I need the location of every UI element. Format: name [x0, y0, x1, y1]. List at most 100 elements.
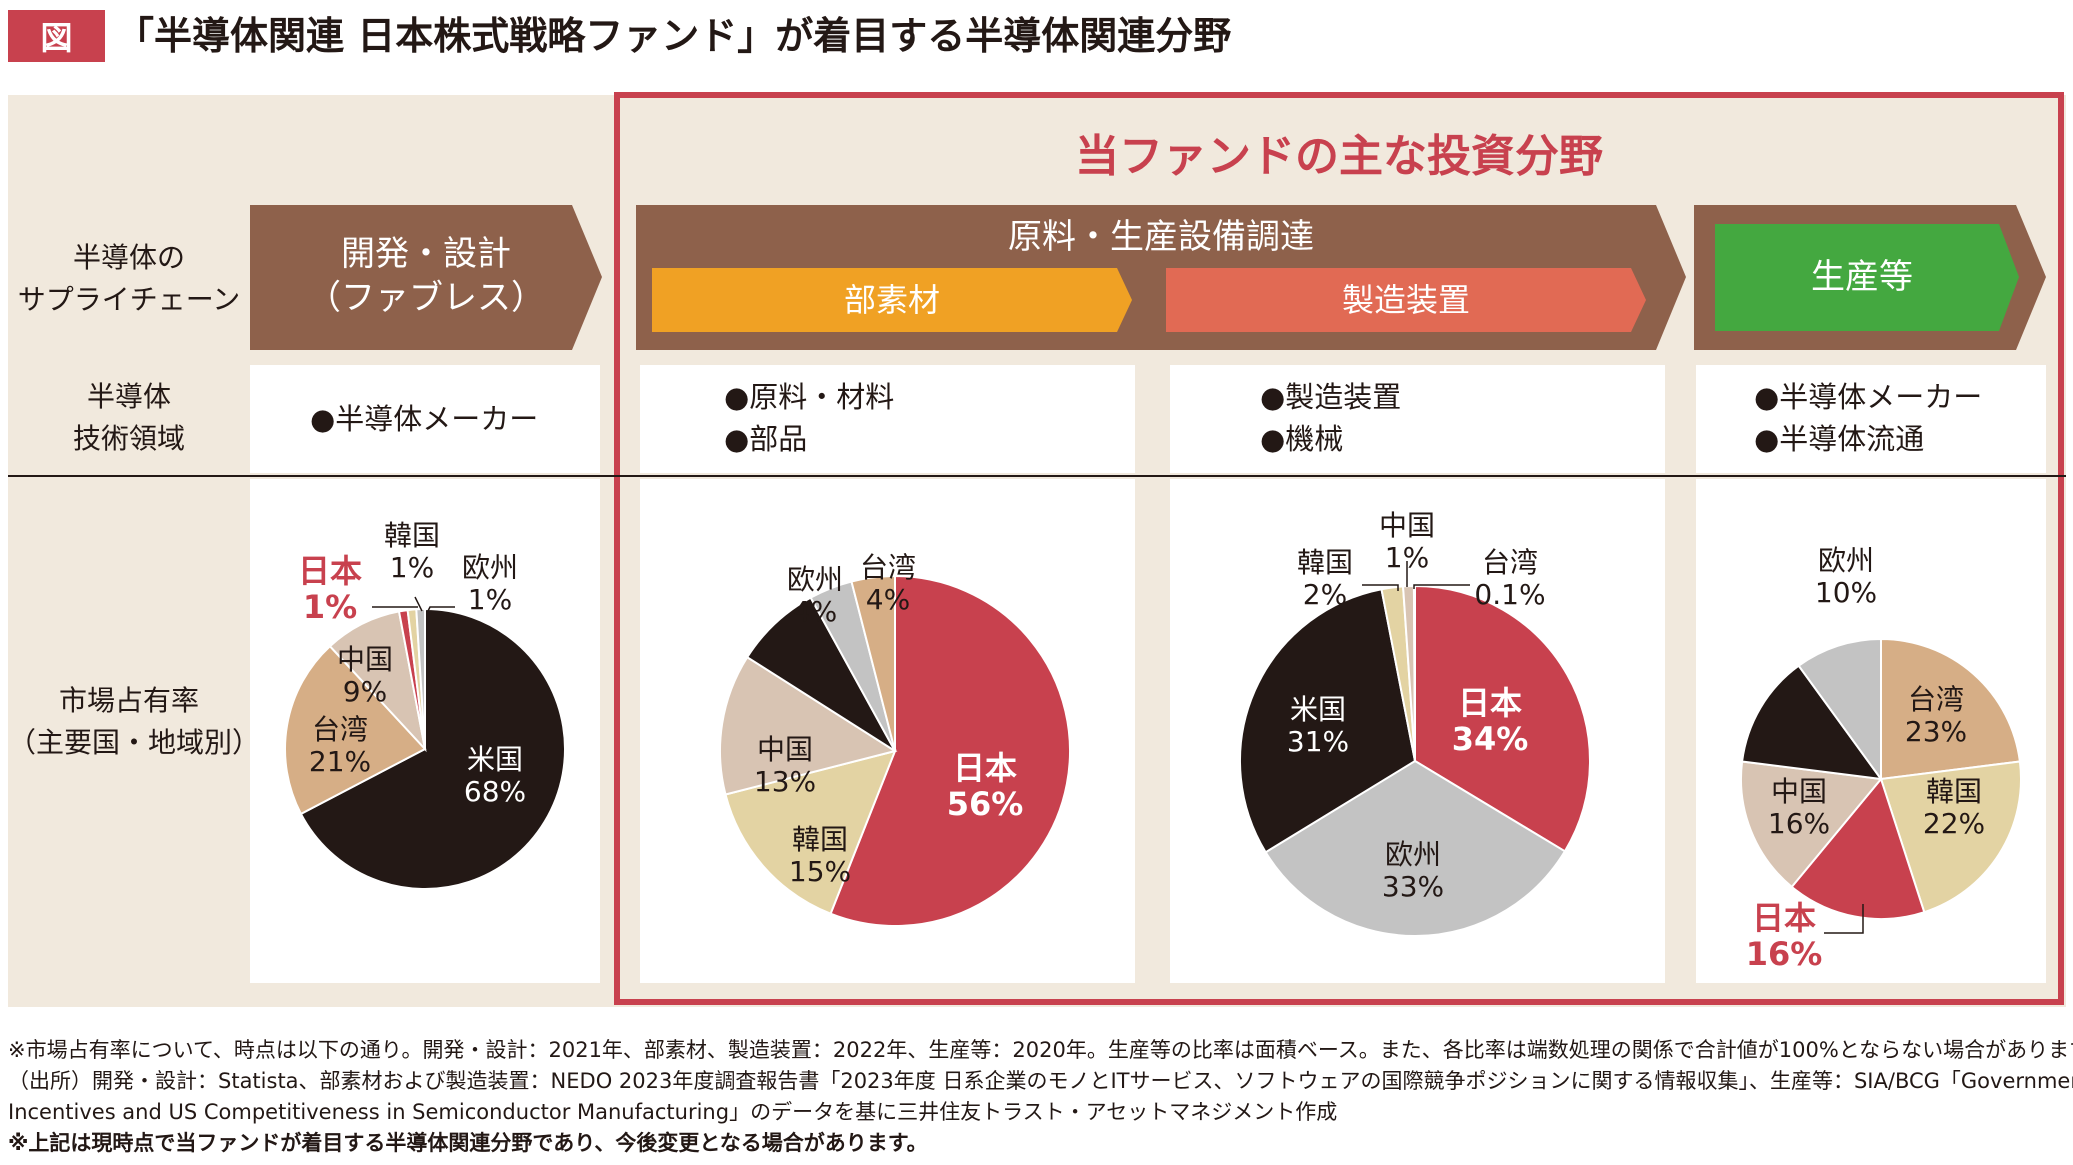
- tech-area-production-item: ●半導体流通: [1754, 422, 1925, 456]
- tech-area-production-item: ●半導体メーカー: [1754, 380, 1983, 414]
- leader-line-japan: [1824, 904, 1864, 934]
- stage-design-label: 開発・設計 （ファブレス）: [250, 232, 602, 320]
- slice-value-europe: 10%: [1815, 576, 1877, 609]
- tech-area-equipment-item: ●機械: [1260, 422, 1344, 456]
- row-label-tech-area-line1: 半導体: [86, 380, 171, 413]
- slice-label-us: 米国: [684, 608, 740, 641]
- slice-value-us: 31%: [1287, 725, 1349, 758]
- pie-panel-materials: 日本 56% 韓国 15% 中国 13% 米国 8% 欧州 4% 台湾 4%: [640, 479, 1135, 983]
- slice-label-taiwan: 台湾: [1482, 546, 1538, 579]
- slice-value-taiwan: 4%: [866, 583, 910, 616]
- slice-value-china: 1%: [1385, 541, 1429, 574]
- slice-label-europe: 欧州: [787, 563, 843, 596]
- slice-value-japan: 1%: [303, 588, 357, 626]
- tech-area-design-panel: ●半導体メーカー: [250, 365, 600, 473]
- pie-slice-us: [1740, 664, 1884, 781]
- pie-slice-japan: [1414, 584, 1591, 853]
- pie-slice-us: [299, 607, 566, 890]
- row-label-supply-chain: 半導体の サプライチェーン: [8, 237, 250, 321]
- stage-design-arrow: 開発・設計 （ファブレス）: [250, 205, 602, 350]
- stage-materials-label: 部素材: [843, 281, 940, 319]
- slice-label-japan: 日本: [298, 552, 362, 590]
- slice-value-taiwan: 0.1%: [1474, 578, 1545, 611]
- pie-panel-equipment: 日本 34% 欧州 33% 米国 31% 韓国 2% 中国 1% 台湾 0.1%: [1170, 479, 1665, 983]
- stage-production-arrow: 生産等: [1694, 205, 2046, 350]
- slice-value-japan: 34%: [1452, 720, 1529, 758]
- pie-slice-china: [1740, 760, 1883, 889]
- slice-label-korea: 韓国: [792, 823, 848, 856]
- footnote-line: Incentives and US Competitiveness in Sem…: [8, 1100, 1338, 1124]
- slice-value-china: 9%: [343, 675, 387, 708]
- slice-value-china: 13%: [754, 765, 816, 798]
- slice-label-japan: 日本: [953, 749, 1017, 787]
- slice-value-europe: 1%: [468, 583, 512, 616]
- pie-slice-taiwan: [850, 574, 896, 752]
- slice-value-korea: 1%: [390, 551, 434, 584]
- slice-label-china: 中国: [1771, 775, 1827, 808]
- slice-label-europe: 欧州: [1385, 838, 1441, 871]
- slice-value-us: 68%: [464, 775, 526, 808]
- slice-value-europe: 33%: [1382, 870, 1444, 903]
- row-label-supply-chain-line1: 半導体の: [72, 241, 185, 274]
- slice-value-japan: 56%: [947, 785, 1024, 823]
- stage-design-label-line2: （ファブレス）: [307, 278, 545, 318]
- pie-slice-us: [1239, 588, 1417, 854]
- page-title: 「半導体関連 日本株式戦略ファンド」が着目する半導体関連分野: [116, 14, 1232, 58]
- slice-label-taiwan: 台湾: [312, 713, 368, 746]
- pie-slice-taiwan: [284, 644, 427, 816]
- row-label-supply-chain-line2: サプライチェーン: [17, 283, 241, 316]
- leader-line-korea: [1362, 584, 1399, 591]
- leader-line-taiwan: [1413, 584, 1470, 589]
- slice-label-us: 米国: [1710, 616, 1766, 649]
- footnote-line: ※上記は現時点で当ファンドが着目する半導体関連分野であり、今後変更となる場合があ…: [8, 1131, 928, 1155]
- pie-slice-europe: [1264, 759, 1567, 937]
- slice-label-europe: 欧州: [462, 551, 518, 584]
- slice-label-korea: 韓国: [1297, 546, 1353, 579]
- row-label-market-share-line1: 市場占有率: [58, 684, 199, 717]
- slice-value-us: 8%: [690, 640, 734, 673]
- row-label-tech-area: 半導体 技術領域: [8, 376, 250, 460]
- leader-line-korea: [414, 596, 423, 612]
- stage-design-label-line1: 開発・設計: [341, 234, 511, 274]
- slice-label-us: 米国: [467, 743, 523, 776]
- stage-materials-arrow: 部素材: [652, 268, 1132, 332]
- figure-tag: 図: [8, 10, 105, 62]
- pie-panel-production: 台湾 23% 韓国 22% 日本 16% 中国 16% 米国 13% 欧州 10%: [1696, 479, 2046, 983]
- slice-label-korea: 韓国: [1926, 775, 1982, 808]
- tech-area-design-item: ●半導体メーカー: [310, 402, 539, 436]
- slice-value-korea: 15%: [789, 855, 851, 888]
- stage-equipment-arrow: 製造装置: [1166, 268, 1646, 332]
- tech-area-production-panel: ●半導体メーカー ●半導体流通: [1696, 365, 2046, 473]
- slice-label-china: 中国: [1379, 509, 1435, 542]
- leader-line-europe: [427, 606, 455, 612]
- row-divider: [8, 475, 2066, 477]
- slice-value-europe: 4%: [793, 595, 837, 628]
- stage-equipment-label: 製造装置: [1341, 281, 1470, 319]
- tech-area-materials-item: ●部品: [724, 422, 808, 456]
- stage-design-arrow-shape: [250, 205, 602, 350]
- footnotes: ※市場占有率について、時点は以下の通り。開発・設計：2021年、部素材、製造装置…: [8, 1035, 2073, 1159]
- slice-value-taiwan: 23%: [1905, 715, 1967, 748]
- pie-slice-korea: [1879, 760, 2022, 914]
- tech-area-materials-panel: ●原料・材料 ●部品: [640, 365, 1135, 473]
- stage-materials-arrow-shape: [652, 268, 1132, 332]
- focus-area-frame: [614, 92, 2064, 1005]
- pie-panel-design: 米国 68% 台湾 21% 中国 9% 日本 1% 韓国 1% 欧州 1%: [250, 479, 600, 983]
- footnote-line: ※市場占有率について、時点は以下の通り。開発・設計：2021年、部素材、製造装置…: [8, 1038, 2073, 1062]
- stage-procurement-arrow: 原料・生産設備調達 部素材 製造装置: [636, 205, 1686, 350]
- pie-slice-taiwan: [1412, 584, 1416, 762]
- footnote-line: （出所）開発・設計：Statista、部素材および製造装置：NEDO 2023年…: [8, 1069, 2073, 1093]
- slice-label-china: 中国: [337, 643, 393, 676]
- slice-label-japan: 日本: [1458, 684, 1522, 722]
- slice-label-europe: 欧州: [1818, 544, 1874, 577]
- tech-area-materials-item: ●原料・材料: [724, 380, 895, 414]
- slice-value-us: 13%: [1707, 648, 1769, 681]
- stage-production-arrow-shape: [1694, 205, 2046, 350]
- pie-slice-japan: [1790, 776, 1926, 920]
- slice-label-taiwan: 台湾: [1908, 683, 1964, 716]
- stage-procurement-label: 原料・生産設備調達: [1008, 217, 1314, 257]
- slice-label-china: 中国: [757, 733, 813, 766]
- slice-label-japan: 日本: [1752, 899, 1816, 937]
